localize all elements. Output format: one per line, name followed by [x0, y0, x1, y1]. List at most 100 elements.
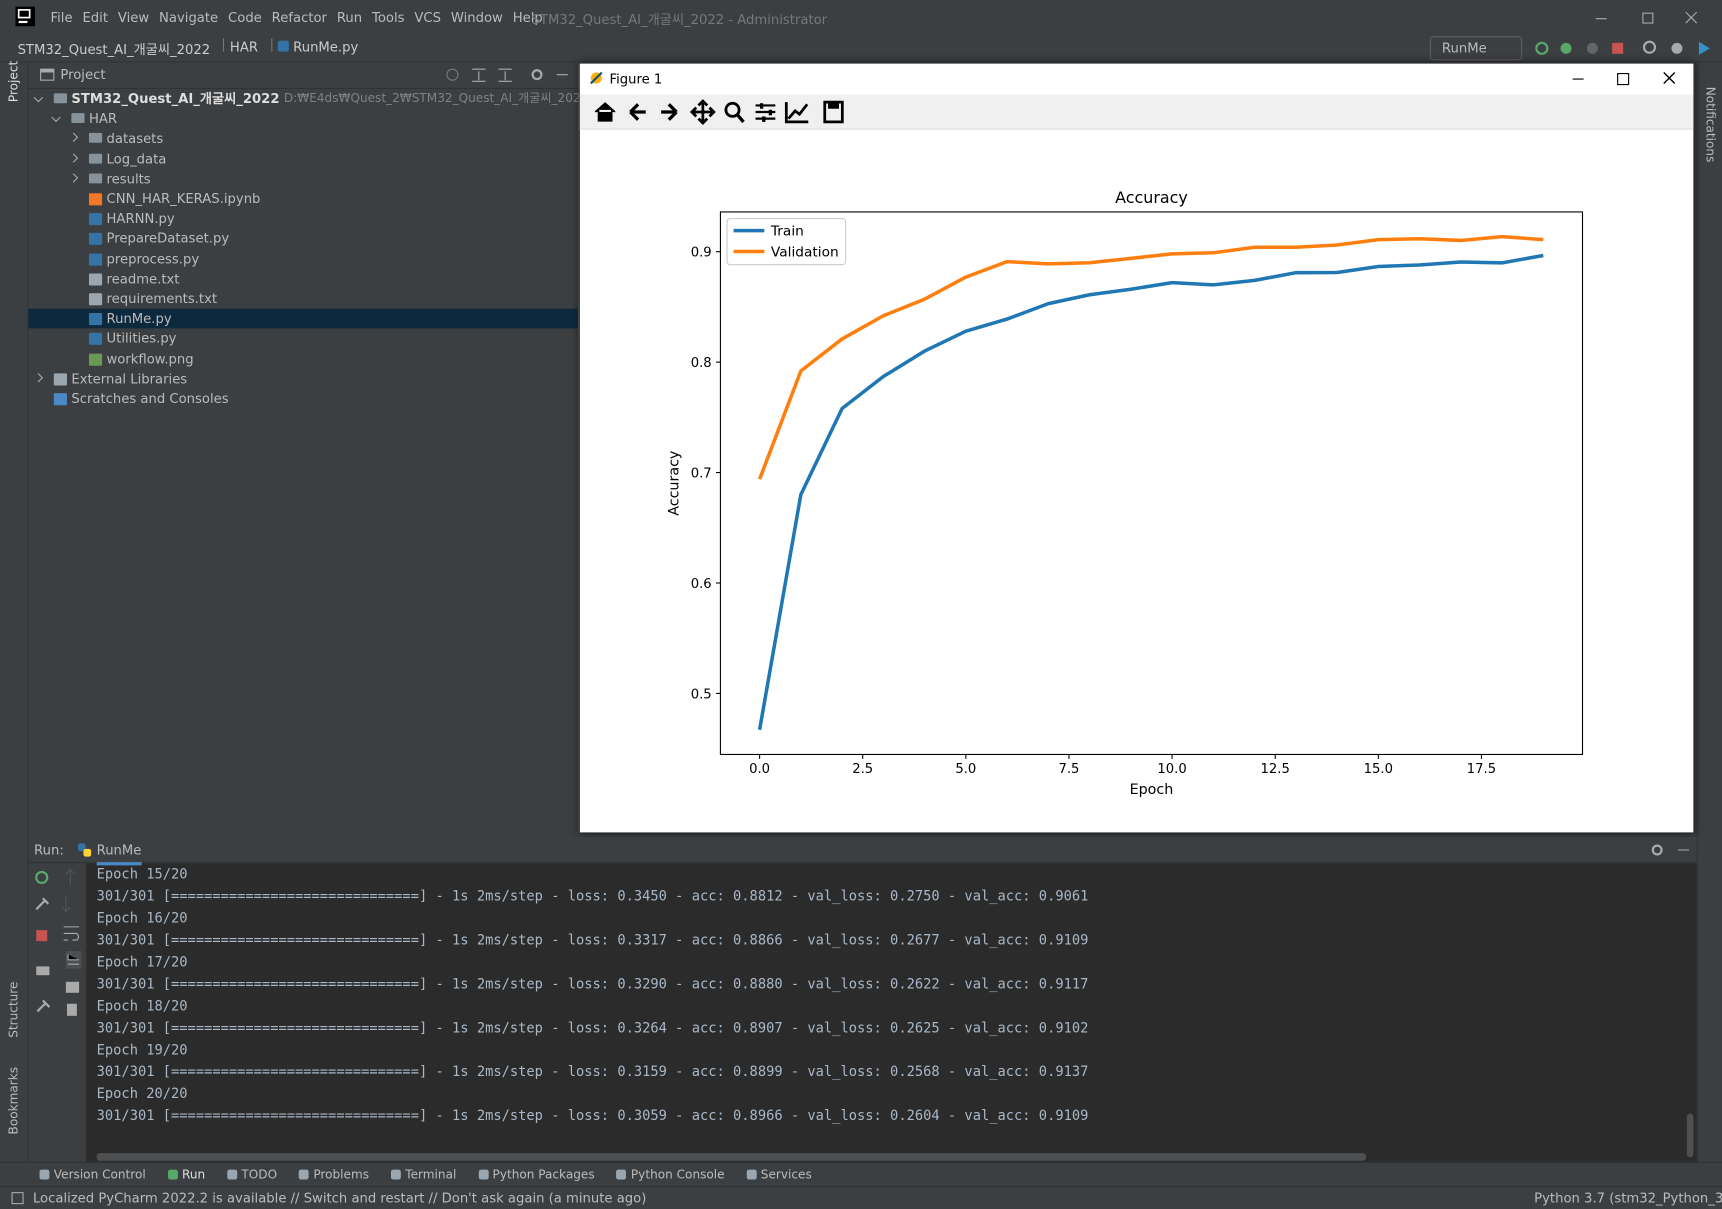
nav-toolbar-icons[interactable] — [1529, 37, 1716, 59]
tree-row[interactable]: results — [29, 169, 578, 189]
tree-row[interactable]: Utilities.py — [29, 329, 578, 349]
app-icon — [15, 6, 36, 27]
tree-label[interactable]: results — [106, 171, 151, 187]
tool-tab[interactable]: Python Console — [630, 1167, 725, 1182]
tree-row[interactable]: RunMe.py — [28, 308, 578, 329]
python-icon — [88, 233, 103, 246]
tool-tab[interactable]: TODO — [241, 1167, 278, 1182]
tree-label[interactable]: requirements.txt — [106, 291, 218, 307]
title-bar: File Edit View Navigate Code Refactor Run Tools… — [0, 0, 1722, 33]
y-tick-label: 0.5 — [691, 687, 712, 702]
collapsed-arrow[interactable] — [33, 372, 44, 383]
tree-row[interactable]: readme.txt — [29, 269, 578, 289]
tool-tab[interactable]: Terminal — [405, 1167, 457, 1182]
run-config-selector[interactable]: RunMe — [1429, 36, 1523, 61]
tree-label[interactable]: CNN_HAR_KERAS.ipynb — [106, 191, 261, 207]
tree-row[interactable]: datasets — [29, 129, 578, 149]
menu-item[interactable]: View — [117, 9, 150, 26]
figure-title-bar: Figure 1 — [579, 63, 1694, 95]
tree-label[interactable]: HAR — [88, 111, 118, 127]
tree-label[interactable]: readme.txt — [106, 271, 180, 287]
python-icon — [77, 843, 92, 857]
figure-window-controls[interactable] — [1564, 68, 1687, 90]
tree-row[interactable]: HAR — [29, 109, 578, 129]
vertical-scrollbar[interactable] — [1686, 1113, 1694, 1158]
tool-tab[interactable]: Problems — [313, 1167, 370, 1182]
tree-label[interactable]: External Libraries — [71, 370, 188, 387]
tab-icon — [478, 1169, 489, 1180]
menu-item[interactable]: Navigate — [159, 9, 219, 26]
tree-label[interactable]: HARNN.py — [106, 211, 175, 227]
menu-item[interactable]: Code — [228, 9, 262, 26]
menu-item[interactable]: VCS — [414, 9, 441, 26]
tree-label[interactable]: workflow.png — [106, 350, 194, 367]
console-line: 301/301 [==============================]… — [96, 1063, 1089, 1080]
figure-toolbar — [579, 94, 1694, 130]
python-icon — [88, 333, 103, 346]
breadcrumb-item[interactable]: STM32_Quest_AI_개굴씨_2022 — [17, 41, 211, 58]
menu-item[interactable]: File — [50, 9, 73, 26]
breadcrumb-item[interactable]: HAR — [229, 39, 259, 55]
run-tab[interactable]: RunMe — [96, 842, 142, 866]
collapsed-arrow[interactable] — [68, 133, 79, 143]
tool-tab[interactable]: Run — [181, 1167, 206, 1182]
tree-row[interactable]: STM32_Quest_AI_개굴씨_2022 D:₩E4ds₩Quest_2₩S… — [29, 89, 588, 109]
console-line: 301/301 [==============================]… — [96, 1019, 1089, 1036]
breadcrumb-item[interactable]: RunMe.py — [293, 39, 359, 55]
side-tab[interactable]: Bookmarks — [6, 1066, 21, 1135]
side-tab[interactable]: Structure — [6, 981, 21, 1038]
status-icon — [11, 1192, 24, 1205]
tree-row[interactable]: preprocess.py — [29, 249, 578, 269]
y-axis-label: Accuracy — [667, 450, 683, 516]
interpreter[interactable]: Python 3.7 (stm32_Python_3_7) — [1534, 1190, 1722, 1206]
tree-row[interactable]: PrepareDataset.py — [29, 229, 578, 249]
tree-row[interactable]: HARNN.py — [29, 209, 578, 229]
tree-label[interactable]: preprocess.py — [106, 251, 200, 267]
tab-icon — [746, 1169, 757, 1180]
y-tick-label: 0.8 — [691, 356, 712, 371]
menu-item[interactable]: Edit — [82, 9, 109, 26]
tree-row[interactable]: CNN_HAR_KERAS.ipynb — [29, 189, 578, 209]
run-toolbar-icons[interactable] — [29, 863, 86, 1028]
menu-item[interactable]: Refactor — [271, 9, 327, 26]
tool-tab[interactable]: Version Control — [53, 1167, 146, 1182]
tree-label[interactable]: PrepareDataset.py — [106, 231, 230, 247]
menu-item[interactable]: Window — [450, 9, 503, 26]
status-message[interactable]: Localized PyCharm 2022.2 is available //… — [32, 1190, 647, 1206]
collapsed-arrow[interactable] — [68, 173, 79, 183]
console-line: Epoch 18/20 — [96, 997, 188, 1014]
tool-tab[interactable]: Services — [760, 1167, 812, 1182]
menu-item[interactable]: Run — [336, 9, 363, 26]
tree-row[interactable]: External Libraries — [29, 369, 578, 389]
side-tab[interactable]: Notifications — [1703, 86, 1718, 163]
tree-label[interactable]: Utilities.py — [106, 330, 177, 347]
legend-label: Train — [770, 224, 804, 240]
tree-row[interactable]: Scratches and Consoles — [29, 389, 578, 409]
menu-item[interactable]: Tools — [372, 9, 405, 26]
expanded-arrow[interactable] — [51, 113, 61, 123]
window-controls[interactable] — [1581, 7, 1713, 29]
tree-label[interactable]: Log_data — [106, 151, 167, 167]
tree-row[interactable]: Log_data — [29, 149, 578, 169]
tree-label[interactable]: RunMe.py — [106, 310, 172, 327]
panel-actions[interactable] — [444, 66, 578, 84]
collapsed-arrow[interactable] — [68, 153, 79, 163]
horizontal-scrollbar[interactable] — [96, 1153, 1367, 1161]
chart: Accuracy 0.0 2.5 5.0 7.5 10.0 12.5 15.0 17.5 0.5 0… — [667, 188, 1584, 798]
run-panel-actions[interactable] — [1648, 841, 1692, 859]
side-tab[interactable]: Project — [6, 60, 21, 103]
tool-tab[interactable]: Python Packages — [492, 1167, 595, 1182]
x-tick-label: 2.5 — [852, 762, 873, 777]
tree-label[interactable]: datasets — [106, 131, 164, 147]
tree-row[interactable]: workflow.png — [29, 349, 578, 369]
tree-label[interactable]: STM32_Quest_AI_개굴씨_2022 — [71, 91, 280, 107]
tree-label[interactable]: Scratches and Consoles — [71, 390, 229, 407]
panel-title[interactable]: Project — [60, 66, 106, 83]
folder-icon — [53, 93, 67, 104]
toolbar-buttons[interactable] — [591, 99, 855, 125]
tab-icon — [390, 1169, 401, 1180]
window-title: STM32_Quest_AI_개굴씨_2022 - Administrator — [531, 12, 828, 28]
tree-row[interactable]: requirements.txt — [29, 289, 578, 309]
expanded-arrow[interactable] — [33, 93, 44, 103]
menu-item[interactable]: Help — [512, 9, 543, 26]
